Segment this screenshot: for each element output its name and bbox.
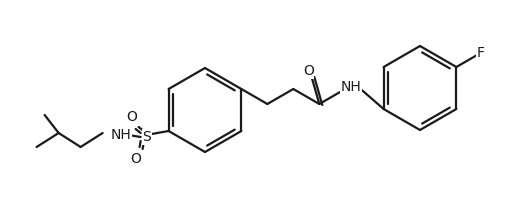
Text: S: S — [142, 130, 151, 144]
Text: NH: NH — [341, 80, 361, 94]
Text: F: F — [476, 46, 484, 60]
Text: NH: NH — [110, 128, 131, 142]
Text: O: O — [126, 110, 137, 124]
Text: O: O — [303, 64, 314, 78]
Text: O: O — [130, 152, 141, 166]
